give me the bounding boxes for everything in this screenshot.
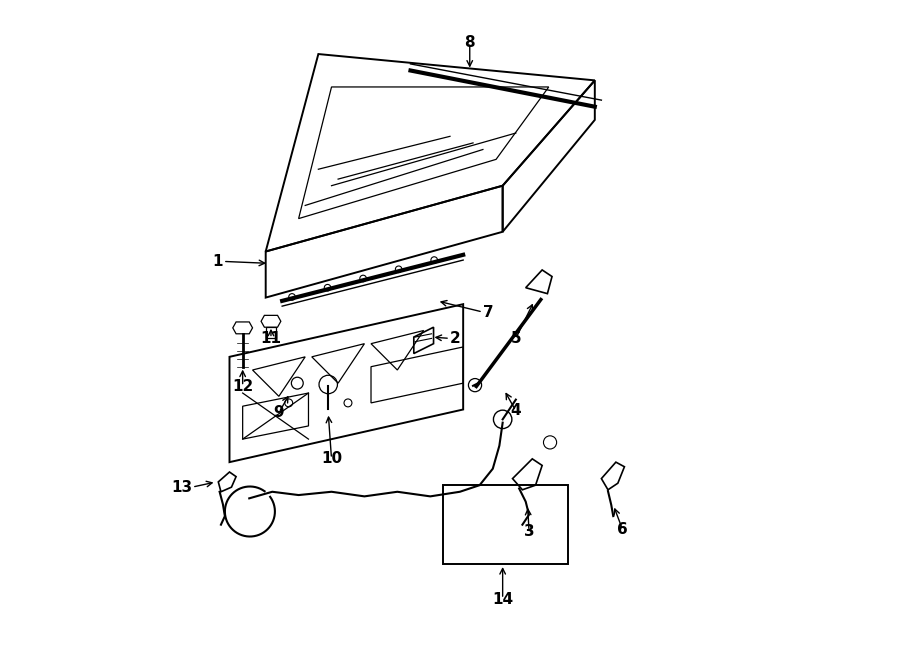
Text: 6: 6 — [617, 522, 628, 537]
Text: 9: 9 — [274, 405, 284, 420]
Text: 11: 11 — [260, 331, 282, 346]
Text: 8: 8 — [464, 34, 475, 50]
Text: 3: 3 — [524, 524, 535, 539]
Text: 4: 4 — [510, 403, 521, 418]
Text: 5: 5 — [510, 331, 521, 346]
Text: 12: 12 — [232, 379, 253, 394]
Text: 2: 2 — [450, 331, 461, 346]
Text: 14: 14 — [492, 592, 513, 607]
Text: 1: 1 — [212, 254, 223, 269]
Text: 7: 7 — [483, 305, 493, 319]
Polygon shape — [230, 304, 464, 462]
Text: 13: 13 — [171, 480, 192, 494]
Text: 10: 10 — [321, 451, 342, 467]
